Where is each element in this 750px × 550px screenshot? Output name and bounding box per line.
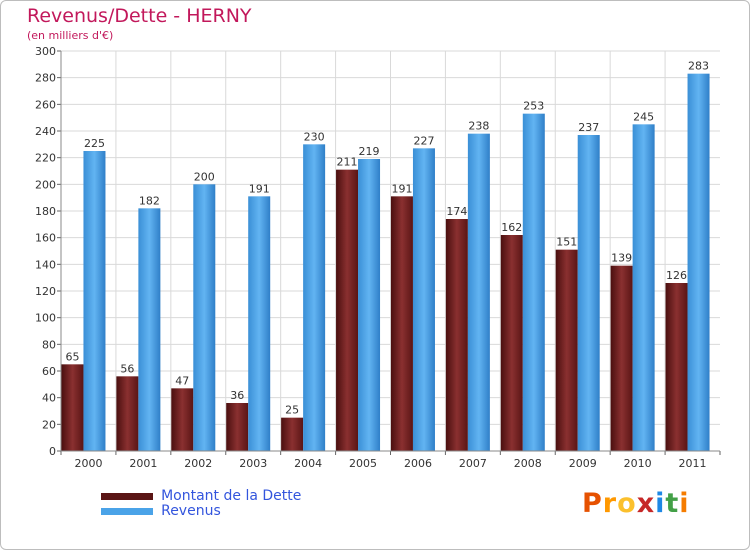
y-tick-label: 180 xyxy=(35,205,56,218)
bar-debt xyxy=(281,417,304,451)
legend-item-debt: Montant de la Dette xyxy=(101,488,302,504)
chart-title: Revenus/Dette - HERNY xyxy=(27,5,252,27)
legend-label-debt: Montant de la Dette xyxy=(161,488,302,504)
x-tick-label: 2001 xyxy=(129,457,157,470)
bar-debt xyxy=(116,376,139,451)
x-tick-label: 2010 xyxy=(624,457,652,470)
x-tick-label: 2002 xyxy=(184,457,212,470)
chart-subtitle: (en milliers d'€) xyxy=(27,29,114,42)
value-label-revenue: 230 xyxy=(304,130,325,143)
legend-swatch-revenue xyxy=(101,508,153,515)
bar-debt xyxy=(555,249,578,451)
value-label-debt: 139 xyxy=(611,252,632,265)
bar-debt xyxy=(390,196,413,451)
value-label-revenue: 219 xyxy=(359,145,380,158)
proxiti-logo: Proxiti xyxy=(582,488,690,519)
bar-revenue xyxy=(687,73,710,452)
logo-letter: o xyxy=(617,488,637,519)
bar-revenue xyxy=(138,208,161,451)
bar-debt xyxy=(226,403,249,451)
bar-revenue xyxy=(522,113,545,452)
y-tick-label: 60 xyxy=(42,365,56,378)
y-tick-label: 120 xyxy=(35,285,56,298)
value-label-debt: 211 xyxy=(337,156,358,169)
legend: Montant de la Dette Revenus xyxy=(101,488,302,519)
y-tick-label: 200 xyxy=(35,178,56,191)
y-tick-label: 220 xyxy=(35,152,56,165)
x-tick-label: 2005 xyxy=(349,457,377,470)
bar-debt xyxy=(610,265,633,451)
y-tick-label: 80 xyxy=(42,338,56,351)
bar-revenue xyxy=(412,148,435,452)
logo-letter: x xyxy=(636,488,656,519)
x-tick-label: 2006 xyxy=(404,457,432,470)
y-tick-label: 260 xyxy=(35,98,56,111)
bar-revenue xyxy=(193,184,216,452)
value-label-debt: 36 xyxy=(230,389,244,402)
value-label-debt: 126 xyxy=(666,269,687,282)
bar-debt xyxy=(61,364,84,451)
bar-debt xyxy=(500,235,523,451)
y-tick-label: 100 xyxy=(35,312,56,325)
value-label-revenue: 253 xyxy=(523,100,544,113)
y-tick-label: 20 xyxy=(42,418,56,431)
value-label-revenue: 191 xyxy=(249,182,270,195)
logo-letter: i xyxy=(655,488,666,519)
logo-letter: P xyxy=(582,488,603,519)
x-tick-label: 2011 xyxy=(679,457,707,470)
bar-revenue xyxy=(83,151,106,451)
value-label-revenue: 182 xyxy=(139,194,160,207)
y-tick-label: 160 xyxy=(35,232,56,245)
x-tick-label: 2008 xyxy=(514,457,542,470)
value-label-revenue: 245 xyxy=(633,110,654,123)
bar-debt xyxy=(665,283,688,451)
value-label-revenue: 200 xyxy=(194,170,215,183)
value-label-debt: 65 xyxy=(65,350,79,363)
value-label-revenue: 227 xyxy=(413,134,434,147)
legend-swatch-debt xyxy=(101,493,153,500)
y-tick-label: 0 xyxy=(49,445,56,458)
y-tick-label: 280 xyxy=(35,72,56,85)
bar-revenue xyxy=(577,135,600,451)
x-tick-label: 2009 xyxy=(569,457,597,470)
legend-item-revenue: Revenus xyxy=(101,503,301,519)
value-label-debt: 56 xyxy=(120,362,134,375)
y-tick-label: 300 xyxy=(35,45,56,58)
y-tick-label: 240 xyxy=(35,125,56,138)
bar-debt xyxy=(336,169,359,451)
legend-label-revenue: Revenus xyxy=(161,503,221,519)
logo-letter: r xyxy=(602,488,618,519)
y-tick-label: 40 xyxy=(42,392,56,405)
bar-revenue xyxy=(467,133,490,451)
x-tick-label: 2000 xyxy=(74,457,102,470)
value-label-debt: 162 xyxy=(501,221,522,234)
bar-revenue xyxy=(632,124,655,451)
value-label-debt: 191 xyxy=(391,182,412,195)
bar-revenue xyxy=(303,144,326,452)
grid-layer xyxy=(61,50,720,452)
value-label-revenue: 225 xyxy=(84,137,105,150)
value-label-debt: 25 xyxy=(285,404,299,417)
y-tick-label: 140 xyxy=(35,258,56,271)
bar-debt xyxy=(171,388,194,451)
x-tick-label: 2007 xyxy=(459,457,487,470)
axis-layer: 0 20 40 60 80 100 120 140 160 180 200 220 240 260 280 3… xyxy=(35,45,721,470)
value-label-revenue: 238 xyxy=(468,120,489,133)
bar-revenue xyxy=(358,159,381,451)
logo-letter: t xyxy=(665,488,680,519)
x-tick-label: 2004 xyxy=(294,457,322,470)
value-label-debt: 151 xyxy=(556,236,577,249)
value-label-debt: 174 xyxy=(446,205,467,218)
bar-debt xyxy=(445,219,468,451)
value-label-debt: 47 xyxy=(175,374,189,387)
value-label-revenue: 283 xyxy=(688,60,709,73)
x-tick-label: 2003 xyxy=(239,457,267,470)
logo-letter: i xyxy=(679,488,690,519)
bar-revenue xyxy=(248,196,271,451)
value-label-revenue: 237 xyxy=(578,121,599,134)
